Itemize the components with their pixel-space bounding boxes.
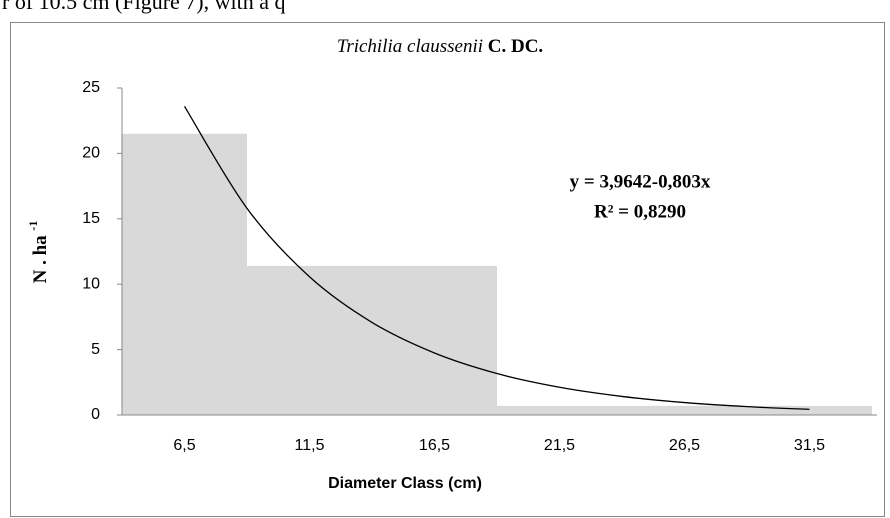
y-tick-label: 0 [91,406,100,423]
r-squared: R² = 0,8290 [594,201,686,222]
x-tick-label: 26,5 [669,437,700,454]
bar [122,133,247,415]
title-author: C. DC. [488,36,543,57]
x-tick-label: 21,5 [544,437,575,454]
page-text: r of 10.5 cm (Figure 7), with a q [2,0,286,14]
y-tick-label: 5 [91,341,100,358]
y-tick-label: 25 [82,79,100,96]
y-tick-label: 20 [82,145,100,162]
bar [497,405,872,415]
chart-title: Trichilia claussenii C. DC. [337,36,543,57]
y-axis-label: N . ha -1 [26,221,52,284]
plot: 0 5 10 15 20 25 6,5 11,5 16,5 21,5 26,5 31,5 [82,79,877,454]
y-tick-label: 15 [82,210,100,227]
x-tick-label: 11,5 [295,437,325,454]
x-tick-label: 31,5 [794,437,825,454]
x-axis-label: Diameter Class (cm) [328,475,482,492]
trend-line [183,105,810,411]
x-tick-label: 16,5 [419,437,450,454]
x-tick-label: 6,5 [173,437,195,454]
y-label-text: N . ha [30,235,51,284]
y-tick-label: 10 [82,275,100,292]
equation: y = 3,9642-0,803x [570,171,711,192]
title-species: Trichilia claussenii [337,36,483,57]
bar [247,265,497,415]
y-label-exponent: -1 [26,221,40,231]
